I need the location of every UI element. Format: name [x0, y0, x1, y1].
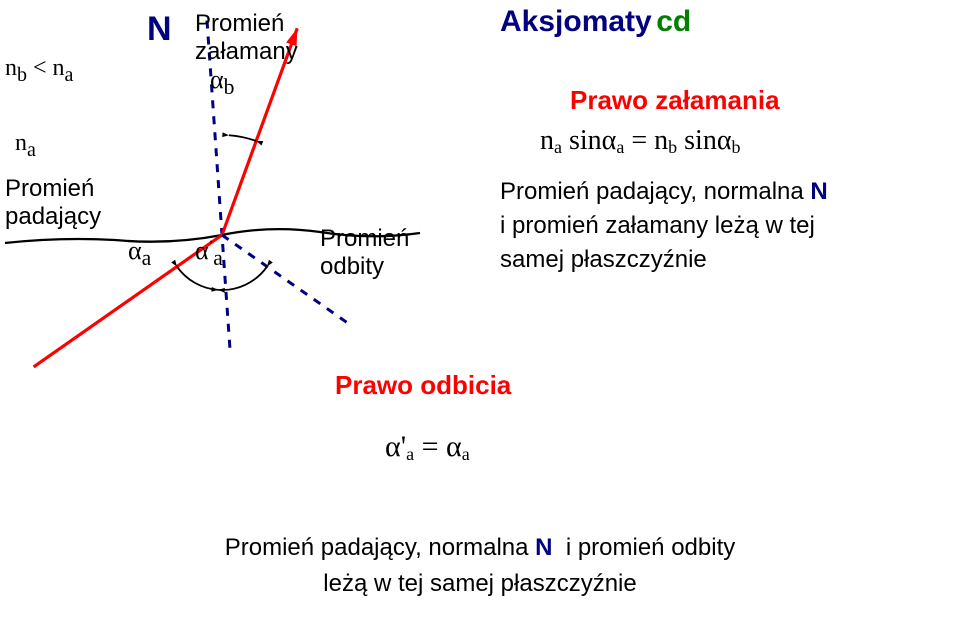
label-alpha-a: αa	[128, 236, 151, 271]
label-nb-lt-na: nb < na	[5, 55, 73, 87]
label-alpha-ap: α’a	[195, 236, 223, 271]
refraction-text: Promień padający, normalna Ni promień za…	[500, 175, 828, 277]
label-refracted-ray: Promieńzałamany	[195, 10, 298, 66]
title-cd: cd	[656, 5, 691, 38]
title-main: Aksjomaty	[500, 5, 652, 38]
label-alpha-b: αb	[210, 65, 234, 100]
label-reflected-ray: Promieńodbity	[320, 225, 409, 281]
reflection-formula: α'a = αa	[385, 430, 470, 465]
label-refracted-ray-text: Promieńzałamany	[195, 10, 298, 65]
refraction-formula: na sinαa = nb sinαb	[540, 125, 741, 158]
refraction-heading: Prawo załamania	[570, 85, 780, 116]
label-reflected-ray-text: Promieńodbity	[320, 225, 409, 280]
label-incident-ray-text: Promieńpadający	[5, 175, 101, 230]
reflection-heading: Prawo odbicia	[335, 370, 511, 401]
reflection-text: Promień padający, normalna N i promień o…	[130, 530, 830, 602]
label-N: N	[147, 10, 172, 49]
page-title: Aksjomaty cd	[500, 5, 691, 39]
label-na: na	[15, 130, 36, 162]
label-incident-ray: Promieńpadający	[5, 175, 101, 231]
